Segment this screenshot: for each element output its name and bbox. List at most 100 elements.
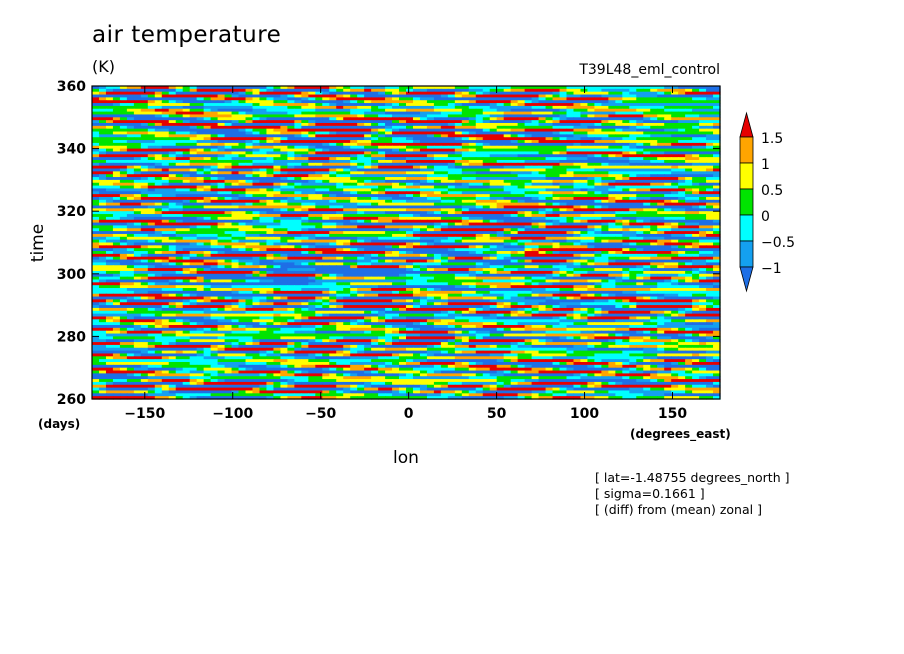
heatmap-cell [322,108,330,113]
heatmap-cell [531,103,540,107]
heatmap-cell [182,91,191,96]
heatmap-cell [594,114,602,118]
heatmap-cell [699,86,707,90]
heatmap-cell [643,120,651,124]
heatmap-cell [301,86,309,90]
heatmap-cell [301,117,309,121]
heatmap-cell [280,122,288,127]
heatmap-cell [287,97,295,101]
heatmap-cell [92,94,100,98]
heatmap-cell [622,97,630,101]
heatmap-cell [357,86,365,90]
heatmap-cell [175,114,184,118]
heatmap-cell [301,88,309,93]
heatmap-cell [531,120,540,124]
heatmap-cell [510,100,519,104]
heatmap-cell [378,103,386,107]
heatmap-cell [636,105,644,110]
heatmap-cell [664,100,672,104]
heatmap-cell [168,88,177,93]
heatmap-cell [189,128,198,133]
heatmap-cell [231,86,240,90]
heatmap-cell [301,114,309,118]
heatmap-cell [622,100,630,104]
heatmap-cell [203,117,212,121]
heatmap-cell [601,103,609,107]
heatmap-cell [685,125,693,130]
heatmap-cell [252,108,261,113]
heatmap-cell [447,114,456,118]
heatmap-cell [482,122,491,127]
heatmap-cell [266,103,275,107]
heatmap-cell [629,88,637,93]
heatmap-cell [350,86,358,90]
heatmap-cell [231,105,240,110]
heatmap-cell [580,105,589,110]
heatmap-cell [126,120,135,124]
heatmap-cell [412,88,421,93]
heatmap-cell [468,111,477,116]
heatmap-cell [105,91,114,96]
heatmap-cell [98,114,107,118]
heatmap-cell [329,122,337,127]
heatmap-cell [503,94,512,98]
heatmap-cell [161,91,170,96]
heatmap-cell [231,117,240,121]
heatmap-cell [531,100,540,104]
heatmap-cell [182,97,191,101]
heatmap-cell [217,117,226,121]
heatmap-cell [168,91,177,96]
heatmap-cell [643,111,651,116]
heatmap-cell [664,122,672,127]
heatmap-cell [308,114,316,118]
heatmap-cell [713,117,721,121]
heatmap-cell [231,108,240,113]
heatmap-cell [168,86,177,90]
heatmap-cell [147,100,156,104]
heatmap-cell [259,128,268,133]
heatmap-cell [538,117,547,121]
heatmap-cell [608,108,616,113]
heatmap-cell [245,120,254,124]
heatmap-cell [524,120,533,124]
heatmap-cell [273,117,281,121]
heatmap-cell [440,108,449,113]
heatmap-cell [517,120,526,124]
heatmap-cell [385,97,393,101]
heatmap-cell [636,91,644,96]
heatmap-cell [273,128,281,133]
heatmap-cell [329,86,337,90]
heatmap-cell [154,100,163,104]
heatmap-cell [475,117,484,121]
heatmap-cell [692,108,700,113]
heatmap-cell [350,117,358,121]
heatmap-cell [489,97,498,101]
heatmap-cell [601,108,609,113]
heatmap-cell [412,117,421,121]
heatmap-cell [322,111,330,116]
heatmap-cell [545,111,554,116]
heatmap-cell [531,94,540,98]
heatmap-cell [161,103,170,107]
heatmap-cell [699,125,707,130]
heatmap-cell [622,125,630,130]
heatmap-cell [301,122,309,127]
heatmap-cell [266,120,275,124]
heatmap-cell [524,100,533,104]
heatmap-cell [385,103,393,107]
heatmap-cell [671,125,679,130]
heatmap-cell [531,86,540,90]
heatmap-cell [385,86,393,90]
heatmap-cell [461,108,470,113]
heatmap-cell [385,91,393,96]
heatmap-cell [412,111,421,116]
heatmap-cell [231,88,240,93]
heatmap-cell [524,125,533,130]
heatmap-cell [587,125,595,130]
heatmap-cell [329,105,337,110]
heatmap-cell [399,117,407,121]
heatmap-cell [238,120,247,124]
heatmap-cell [699,88,707,93]
heatmap-cell [601,97,609,101]
heatmap-cell [566,100,575,104]
